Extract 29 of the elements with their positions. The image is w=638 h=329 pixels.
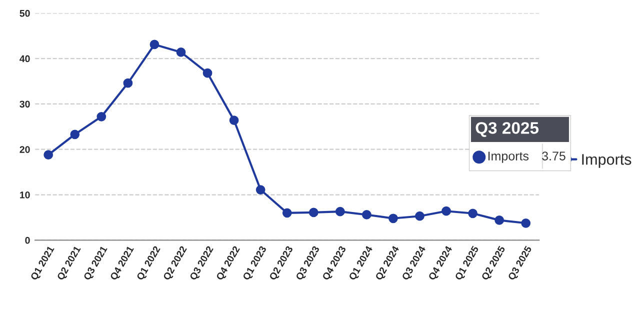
y-tick-label: 10	[20, 192, 30, 198]
point	[415, 211, 424, 221]
point	[176, 48, 186, 57]
point	[150, 40, 160, 50]
legend-label: Imports	[582, 154, 632, 168]
point	[229, 116, 239, 125]
point	[335, 206, 345, 216]
point	[256, 185, 266, 194]
y-tick-label: 0	[25, 236, 30, 244]
y-tick-label: 40	[20, 55, 30, 62]
point	[123, 78, 133, 88]
point	[202, 68, 212, 78]
point	[70, 130, 80, 140]
point	[282, 208, 292, 218]
point	[362, 210, 372, 220]
point	[521, 218, 531, 228]
point	[44, 150, 54, 160]
y-tick-label: 20	[20, 146, 30, 153]
point	[308, 208, 318, 218]
point	[388, 214, 398, 224]
point	[442, 206, 451, 216]
annotation: Q3 2025	[476, 122, 539, 137]
text: 3.75	[542, 152, 566, 160]
y-tick-label: 30	[20, 100, 30, 108]
point	[494, 216, 504, 225]
y-tick-label: 50	[20, 10, 30, 17]
point	[468, 208, 478, 218]
annotation: Imports	[488, 152, 529, 163]
point	[96, 112, 106, 122]
